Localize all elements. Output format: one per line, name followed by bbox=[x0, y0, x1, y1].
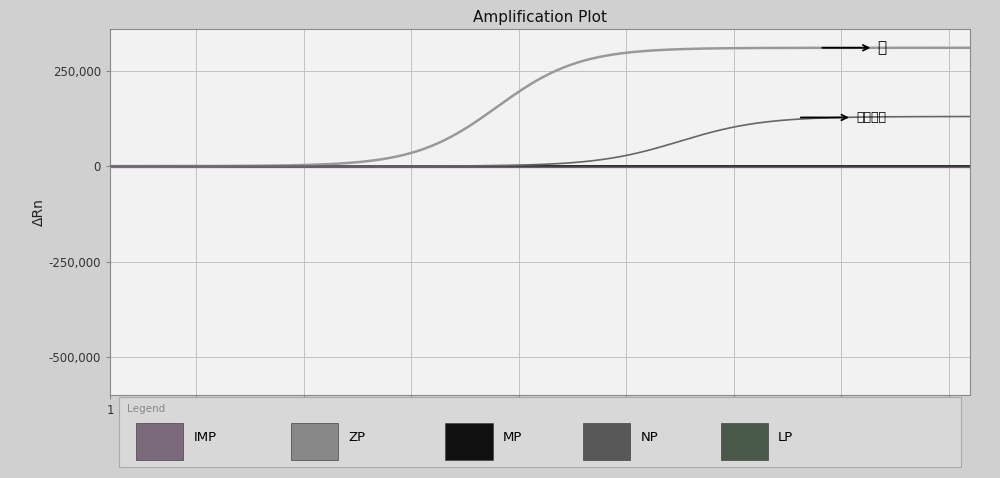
Y-axis label: ΔRn: ΔRn bbox=[32, 198, 46, 226]
Text: 内标质控: 内标质控 bbox=[856, 111, 886, 124]
Text: MP: MP bbox=[503, 431, 522, 444]
FancyBboxPatch shape bbox=[136, 423, 183, 460]
FancyBboxPatch shape bbox=[583, 423, 630, 460]
FancyBboxPatch shape bbox=[445, 423, 493, 460]
Text: NP: NP bbox=[641, 431, 658, 444]
Text: LP: LP bbox=[778, 431, 793, 444]
Text: IMP: IMP bbox=[193, 431, 217, 444]
X-axis label: Cycle: Cycle bbox=[521, 421, 559, 435]
Title: Amplification Plot: Amplification Plot bbox=[473, 10, 607, 25]
Text: 牛: 牛 bbox=[878, 40, 887, 55]
Text: Legend: Legend bbox=[127, 404, 165, 414]
Text: ZP: ZP bbox=[348, 431, 365, 444]
FancyBboxPatch shape bbox=[119, 397, 961, 467]
FancyBboxPatch shape bbox=[291, 423, 338, 460]
FancyBboxPatch shape bbox=[721, 423, 768, 460]
